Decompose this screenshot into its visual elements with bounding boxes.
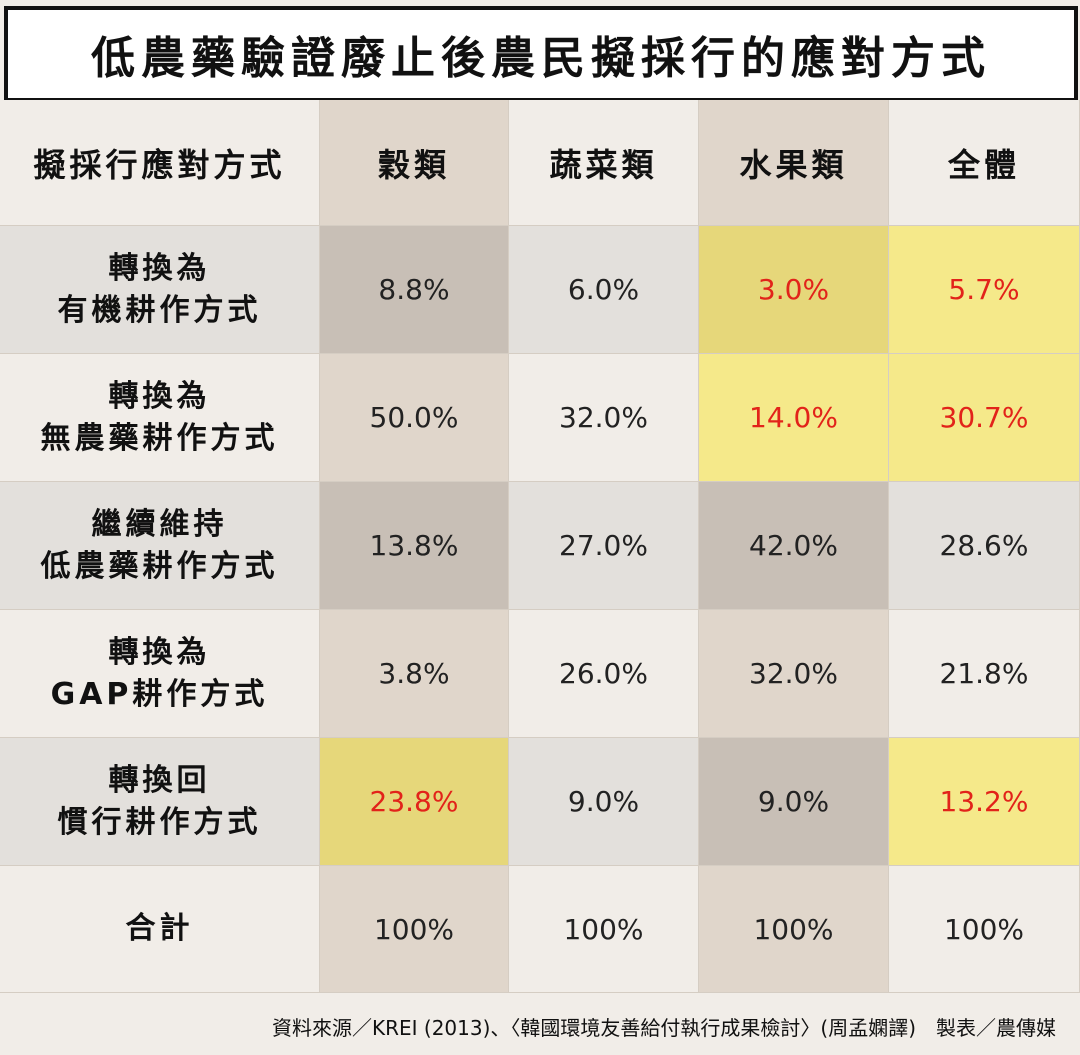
table-cell: 100% — [889, 866, 1080, 993]
table-cell: 28.6% — [889, 482, 1080, 610]
table-cell: 21.8% — [889, 610, 1080, 738]
table-cell: 9.0% — [509, 738, 699, 866]
table-cell: 100% — [320, 866, 509, 993]
table-cell-highlight: 14.0% — [699, 354, 889, 482]
table-cell: 32.0% — [699, 610, 889, 738]
table-cell: 32.0% — [509, 354, 699, 482]
table-cell: 42.0% — [699, 482, 889, 610]
row-label-organic: 轉換為 有機耕作方式 — [0, 226, 320, 354]
table-cell-highlight: 13.2% — [889, 738, 1080, 866]
row-label-total: 合計 — [0, 866, 320, 993]
header-vegetables: 蔬菜類 — [509, 100, 699, 226]
table-cell: 3.8% — [320, 610, 509, 738]
table-cell: 100% — [509, 866, 699, 993]
table-cell: 13.8% — [320, 482, 509, 610]
header-response: 擬採行應對方式 — [0, 100, 320, 226]
header-grains: 穀類 — [320, 100, 509, 226]
table-cell-highlight: 30.7% — [889, 354, 1080, 482]
row-label-low-pesticide: 繼續維持 低農藥耕作方式 — [0, 482, 320, 610]
table-cell: 27.0% — [509, 482, 699, 610]
header-overall: 全體 — [889, 100, 1080, 226]
table-cell-highlight: 5.7% — [889, 226, 1080, 354]
table-cell: 50.0% — [320, 354, 509, 482]
row-label-conventional: 轉換回 慣行耕作方式 — [0, 738, 320, 866]
table-cell: 100% — [699, 866, 889, 993]
table-cell: 9.0% — [699, 738, 889, 866]
source-credit: 資料來源／KREI (2013)、〈韓國環境友善給付執行成果檢討〉(周孟嫻譯) … — [271, 1016, 1056, 1040]
table-cell-highlight: 23.8% — [320, 738, 509, 866]
table-cell: 8.8% — [320, 226, 509, 354]
table-cell: 6.0% — [509, 226, 699, 354]
page-title: 低農藥驗證廢止後農民擬採行的應對方式 — [4, 6, 1078, 102]
table-cell: 26.0% — [509, 610, 699, 738]
row-label-gap: 轉換為 GAP耕作方式 — [0, 610, 320, 738]
row-label-pesticide-free: 轉換為 無農藥耕作方式 — [0, 354, 320, 482]
header-fruits: 水果類 — [699, 100, 889, 226]
data-table: 擬採行應對方式 穀類 蔬菜類 水果類 全體 轉換為 有機耕作方式 8.8% 6.… — [0, 100, 1080, 993]
table-cell-highlight: 3.0% — [699, 226, 889, 354]
